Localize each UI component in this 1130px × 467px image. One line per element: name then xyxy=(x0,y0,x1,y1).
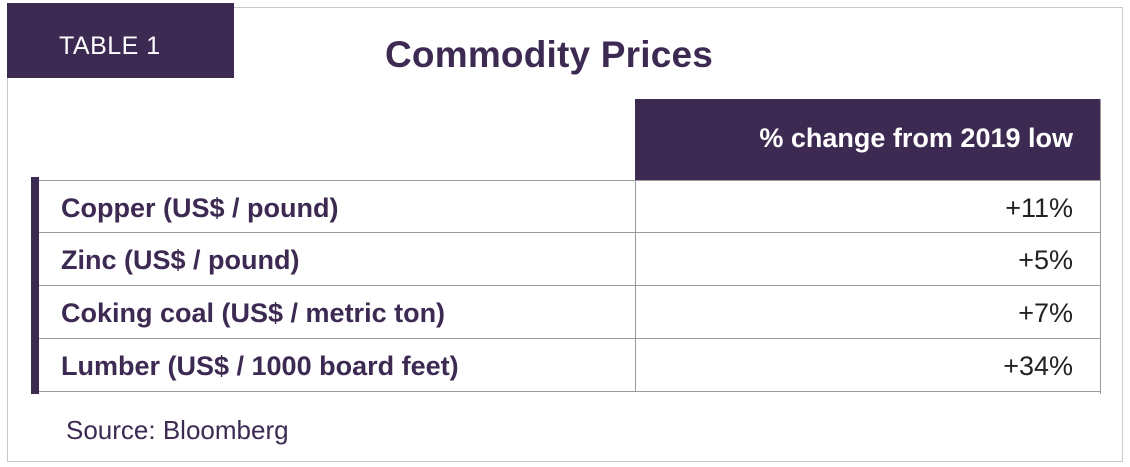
cell-divider xyxy=(635,339,636,391)
table-row: Copper (US$ / pound) +11% xyxy=(39,180,1101,233)
commodity-name: Lumber (US$ / 1000 board feet) xyxy=(61,351,459,381)
table-row: Zinc (US$ / pound) +5% xyxy=(39,233,1101,286)
table-row: Lumber (US$ / 1000 board feet) +34% xyxy=(39,339,1101,392)
accent-bar xyxy=(31,177,39,394)
table-frame xyxy=(7,7,1123,462)
table-body: Copper (US$ / pound) +11% Zinc (US$ / po… xyxy=(39,180,1101,392)
cell-divider xyxy=(635,181,636,232)
commodity-name: Coking coal (US$ / metric ton) xyxy=(61,298,446,328)
table-row: Coking coal (US$ / metric ton) +7% xyxy=(39,286,1101,339)
cell-divider xyxy=(635,286,636,338)
percent-change: +11% xyxy=(1005,193,1073,223)
percent-change: +5% xyxy=(1018,245,1073,275)
column-header: % change from 2019 low xyxy=(635,99,1101,180)
page-title: Commodity Prices xyxy=(385,34,714,75)
table-label: TABLE 1 xyxy=(7,3,234,78)
commodity-name: Zinc (US$ / pound) xyxy=(61,245,300,275)
percent-change: +7% xyxy=(1018,298,1073,328)
source-note: Source: Bloomberg xyxy=(66,415,289,445)
percent-change: +34% xyxy=(1003,351,1073,381)
commodity-name: Copper (US$ / pound) xyxy=(61,193,339,223)
cell-divider xyxy=(635,233,636,285)
table-right-edge xyxy=(1100,99,1101,394)
